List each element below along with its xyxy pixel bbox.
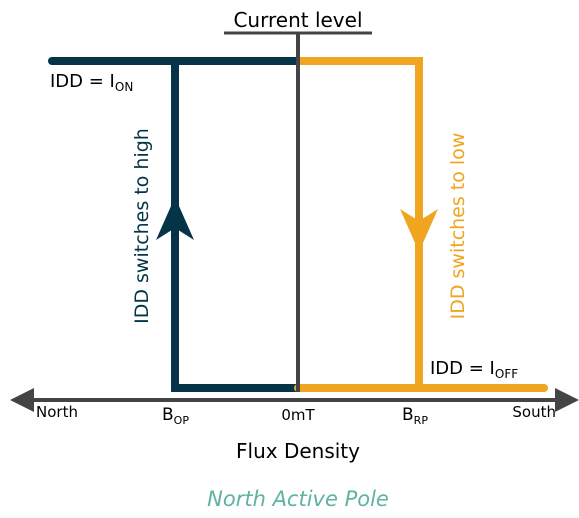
diagram-caption: North Active Pole [207,487,389,511]
label-idd-on: IDD = ION [50,71,133,94]
diagram-title: Current level [233,8,362,32]
switch-low-path [298,57,423,388]
axis-title: Flux Density [236,439,360,463]
arrow-down-icon [400,209,438,252]
axis-label-south: South [512,403,556,421]
switch-high-path [171,61,298,392]
axis-label-north: North [36,403,78,421]
axis-label-brp: BRP [402,405,428,427]
label-switch-low: IDD switches to low [447,133,469,320]
label-switch-high: IDD switches to high [131,128,153,324]
axis-left-arrow-icon [10,388,34,412]
axis-label-zero: 0mT [281,406,315,424]
arrow-up-icon [156,197,194,240]
axis-right-arrow-icon [555,388,579,412]
label-idd-off: IDD = IOFF [430,358,518,381]
axis-label-bop: BOP [162,405,189,427]
